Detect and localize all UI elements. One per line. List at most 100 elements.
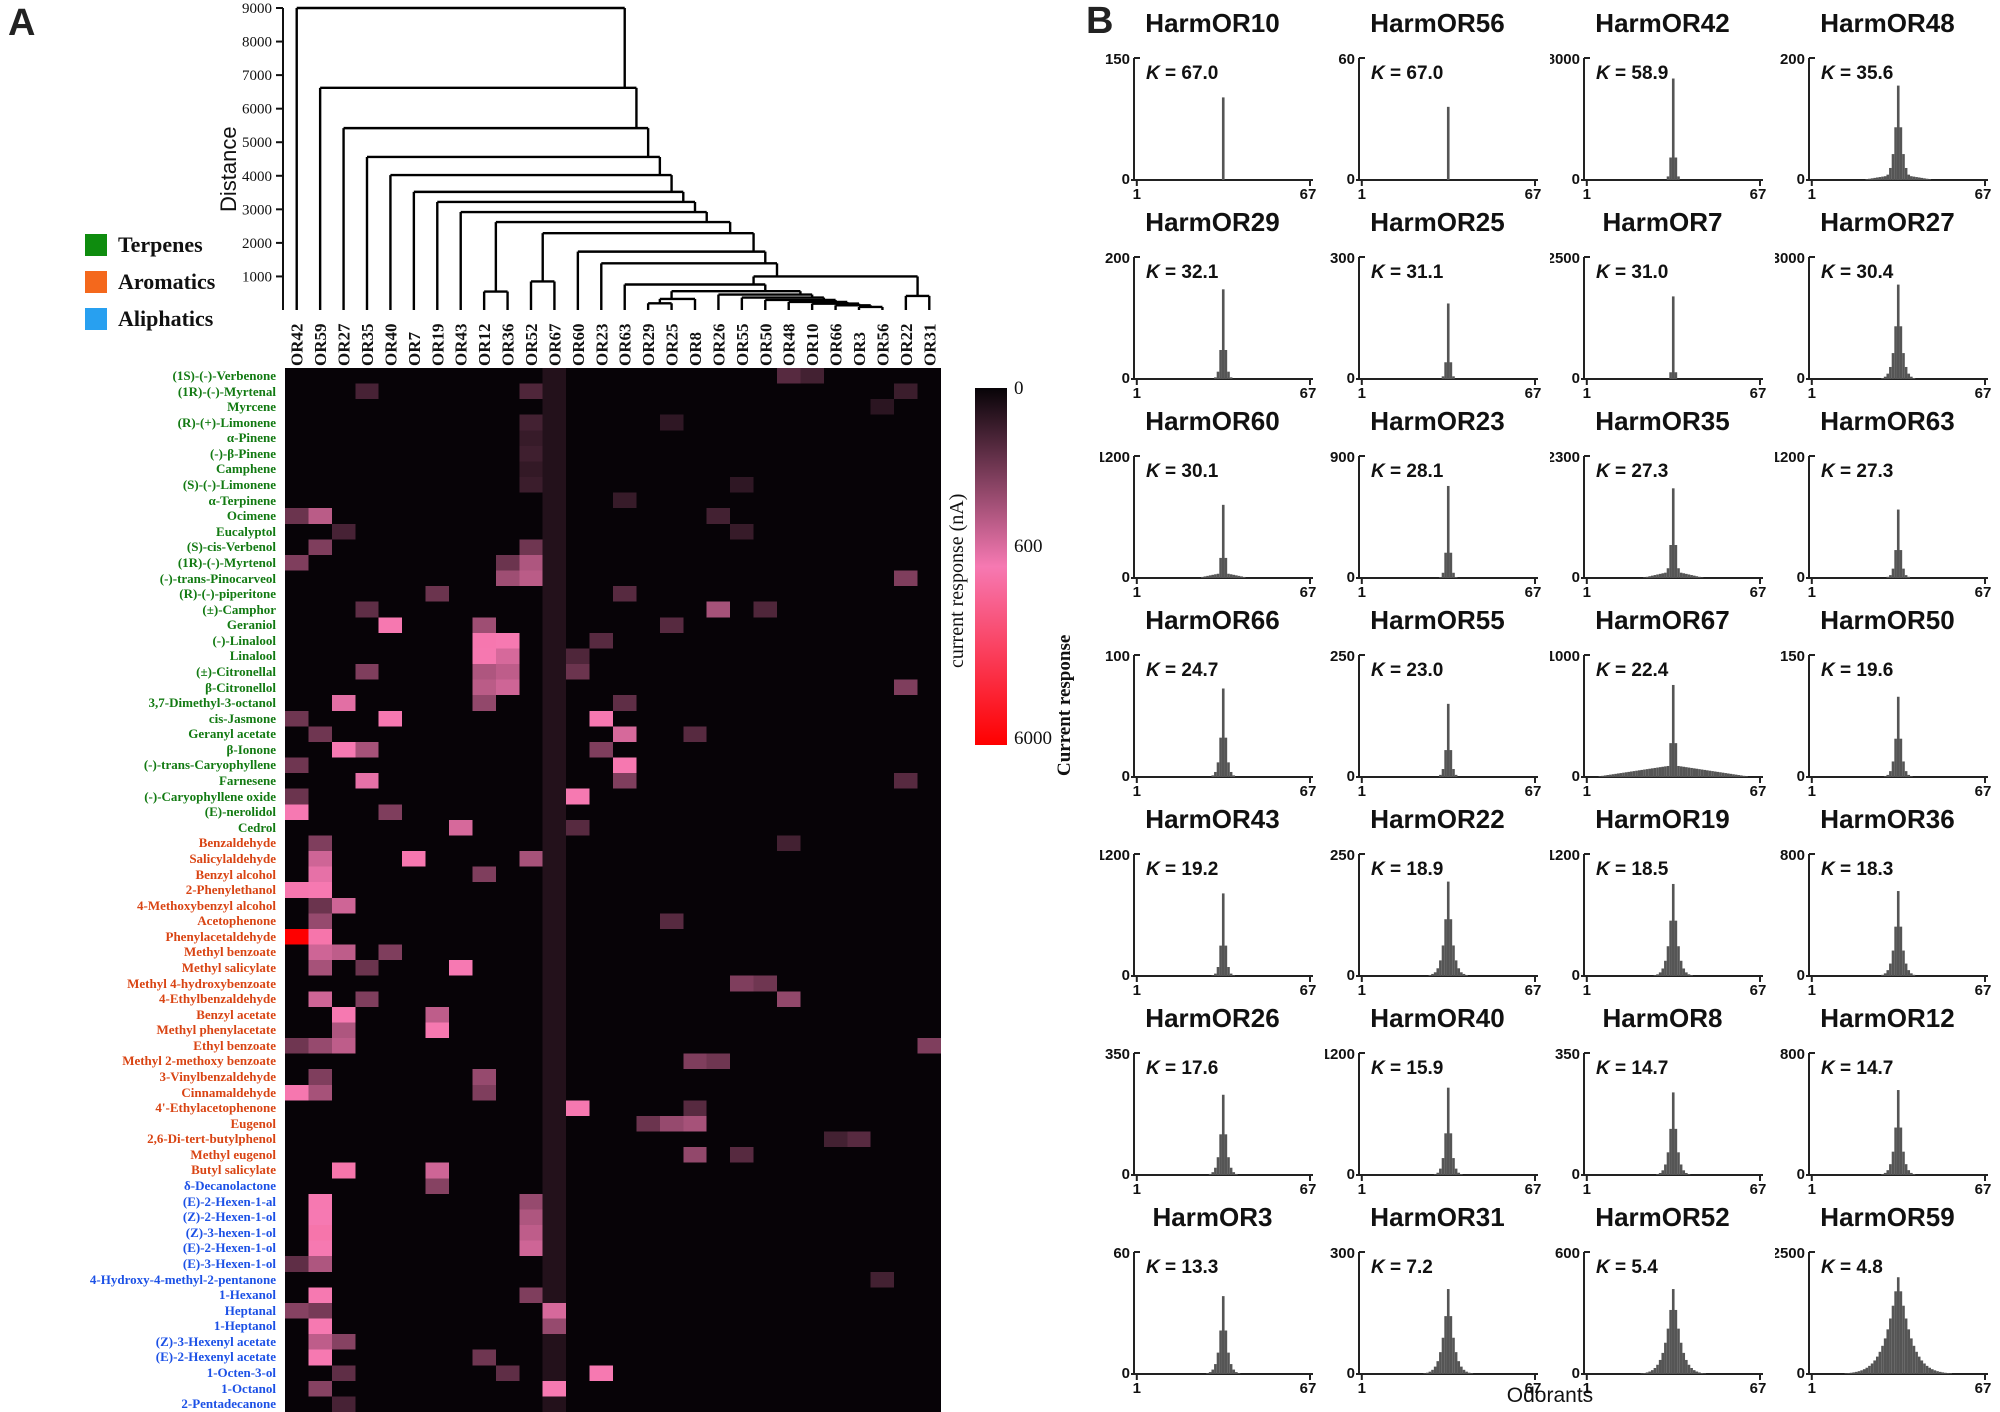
heatmap-cell <box>683 1334 708 1351</box>
heatmap-cell <box>800 508 825 525</box>
xmin-label: 1 <box>1583 783 1591 800</box>
heatmap-cell <box>425 757 450 774</box>
heatmap-cell <box>659 523 684 540</box>
heatmap-cell <box>894 461 919 478</box>
histogram-bar <box>1227 1157 1230 1175</box>
heatmap-cell <box>706 882 731 899</box>
heatmap-cell <box>800 523 825 540</box>
heatmap-cell <box>613 1209 637 1226</box>
heatmap-cell <box>495 1006 520 1023</box>
heatmap-cell <box>613 539 637 556</box>
harmor-title: HarmOR31 <box>1370 1202 1505 1232</box>
heatmap-cell <box>894 1069 919 1086</box>
heatmap-cell <box>402 1178 427 1195</box>
heatmap-cell <box>706 648 731 665</box>
heatmap-cell <box>378 492 403 509</box>
histogram-bar <box>1203 576 1207 578</box>
heatmap-cell <box>636 726 661 743</box>
heatmap-cell <box>706 1396 731 1412</box>
heatmap-cell <box>894 851 919 868</box>
heatmap-cell <box>519 928 544 946</box>
heatmap-cell <box>659 664 684 681</box>
histogram-bar <box>1682 1170 1686 1175</box>
heatmap-cell <box>917 1084 941 1101</box>
heatmap-cell <box>730 664 755 681</box>
heatmap-cell <box>683 897 708 914</box>
heatmap-cell <box>753 523 778 540</box>
column-label: OR31 <box>920 324 939 367</box>
heatmap-cell <box>566 430 591 447</box>
heatmap-cell <box>917 399 941 416</box>
row-label: Cinnamaldehyde <box>181 1084 276 1100</box>
heatmap-cell <box>566 1334 591 1351</box>
histogram-bar <box>1881 176 1884 180</box>
heatmap-cell <box>472 928 497 946</box>
heatmap-cell <box>355 913 380 930</box>
heatmap-cell <box>870 991 895 1008</box>
heatmap-cell <box>308 1318 333 1335</box>
histogram-bar <box>1674 743 1678 777</box>
heatmap-cell <box>425 632 450 649</box>
heatmap-cell <box>285 757 309 774</box>
heatmap-cell <box>308 741 333 759</box>
heatmap-cell <box>331 648 356 665</box>
histogram-bar <box>1219 349 1222 379</box>
heatmap-cell <box>378 1396 403 1412</box>
heatmap-cell <box>589 1053 614 1070</box>
heatmap-cell <box>402 695 427 712</box>
heatmap-cell <box>870 477 895 494</box>
histogram-bar <box>1439 1168 1442 1175</box>
heatmap-cell <box>894 788 919 805</box>
xmax-label: 67 <box>1975 783 1992 800</box>
heatmap-cell <box>449 523 473 540</box>
xmax-label: 67 <box>1975 1380 1992 1397</box>
heatmap-cell <box>425 508 450 525</box>
histogram-bar <box>1894 127 1897 180</box>
heatmap-cell <box>542 1131 567 1148</box>
heatmap-cell <box>495 1256 520 1273</box>
heatmap-cell <box>659 913 684 930</box>
heatmap-cell <box>542 1178 567 1195</box>
histogram-bar <box>1656 1364 1659 1374</box>
heatmap-cell <box>308 617 333 634</box>
heatmap-cell <box>285 648 309 665</box>
heatmap-cell <box>308 492 333 509</box>
heatmap-cell <box>847 445 872 462</box>
heatmap-cell <box>285 695 309 712</box>
heatmap-cell <box>894 368 919 385</box>
heatmap-cell <box>589 1240 614 1257</box>
heatmap-cell <box>449 664 473 681</box>
heatmap-cell <box>847 368 872 385</box>
histogram-bar <box>1917 177 1921 180</box>
heatmap-cell <box>495 508 520 525</box>
histogram-bar <box>1441 1158 1445 1175</box>
histogram-bar <box>1690 975 1693 976</box>
yzero-label: 0 <box>1797 370 1805 387</box>
heatmap-cell <box>285 586 309 603</box>
heatmap-cell <box>308 1271 333 1288</box>
heatmap-cell <box>917 819 941 836</box>
heatmap-cell <box>402 492 427 509</box>
histogram-bar <box>1216 371 1220 379</box>
histogram-bar <box>1431 1369 1434 1374</box>
heatmap-cell <box>917 944 941 961</box>
heatmap-cell <box>847 960 872 977</box>
harmor-title: HarmOR43 <box>1145 804 1280 834</box>
histogram-bar <box>1891 353 1895 379</box>
histogram-bar <box>1229 1167 1233 1175</box>
histogram-bar <box>1883 1172 1887 1175</box>
heatmap-cell <box>847 928 872 946</box>
histogram-bar <box>1637 770 1641 777</box>
heatmap-cell <box>308 1380 333 1397</box>
heatmap-cell <box>449 788 473 805</box>
heatmap-cell <box>800 1225 825 1242</box>
heatmap-cell <box>777 1256 801 1273</box>
heatmap-cell <box>378 1380 403 1397</box>
histogram-bar <box>1661 573 1665 578</box>
histogram-bar <box>1658 767 1662 777</box>
heatmap-cell <box>636 414 661 431</box>
histogram-bar <box>1666 765 1670 777</box>
heatmap-cell <box>402 648 427 665</box>
heatmap-cell <box>519 741 544 759</box>
heatmap-cell <box>402 1038 427 1055</box>
